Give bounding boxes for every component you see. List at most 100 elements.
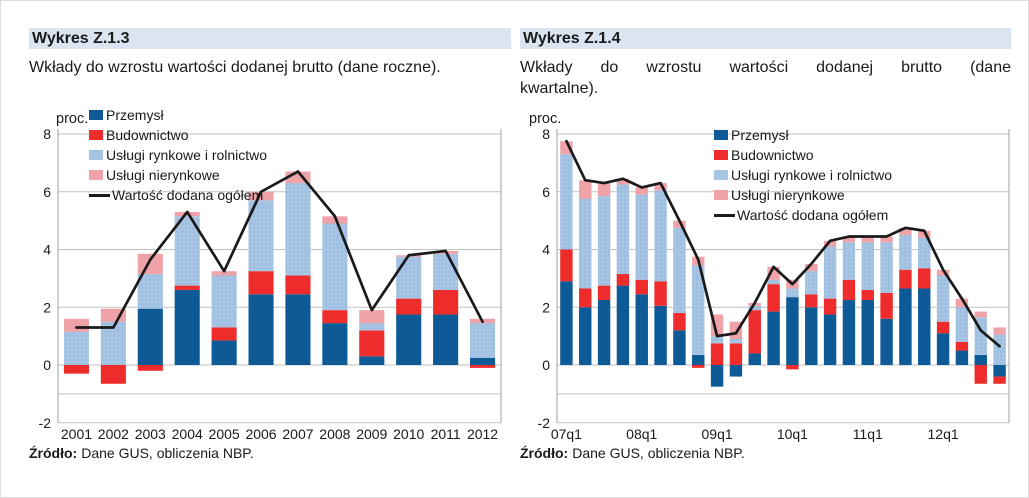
bar-segment — [137, 253, 163, 275]
svg-text:2006: 2006 — [245, 426, 276, 442]
legend-label: Przemysł — [106, 107, 164, 123]
legend-label: Usługi nierynkowe — [731, 187, 845, 203]
bar-segment — [616, 184, 630, 275]
svg-text:2004: 2004 — [172, 426, 203, 442]
bar-segment — [469, 323, 496, 358]
bar-segment — [955, 307, 969, 342]
legend-label: Przemysł — [731, 127, 789, 143]
bar-segment — [673, 313, 686, 331]
legend-swatch-icon — [89, 150, 103, 160]
bar-segment — [433, 314, 459, 365]
bar-segment — [100, 321, 126, 365]
svg-text:2011: 2011 — [431, 426, 461, 442]
bar-segment — [359, 310, 385, 324]
bar-segment — [899, 288, 912, 365]
bar-segment — [469, 357, 496, 365]
bar-segment — [805, 263, 818, 272]
bar-segment — [285, 275, 311, 295]
bar-segment — [211, 340, 237, 365]
legend-swatch-icon — [714, 130, 728, 140]
bar-segment — [880, 292, 893, 319]
x-axis-labels: 2001 2002 2003 2004 2005 2006 2007 2008 2009 2010… — [61, 426, 498, 442]
bar-segment — [616, 274, 630, 286]
bar-segment — [805, 294, 818, 308]
bar-segment — [692, 265, 705, 355]
bar-segment — [748, 310, 761, 354]
source-label: Źródło: — [520, 445, 569, 461]
bar-segment — [710, 336, 724, 344]
svg-text:4: 4 — [542, 242, 550, 258]
bar-segment — [359, 323, 385, 331]
bar-segment — [560, 249, 573, 282]
bar-segment — [974, 365, 987, 384]
bar-segment — [861, 242, 874, 290]
bar-segment — [654, 183, 667, 191]
bar-segment — [211, 271, 237, 276]
bar-segment — [211, 275, 237, 328]
legend-label: Budownictwo — [731, 147, 814, 163]
bar-segment — [616, 285, 630, 365]
legend-label: Usługi rynkowe i rolnictwo — [731, 167, 893, 183]
bar-segment — [322, 310, 348, 324]
bar-segment — [955, 350, 969, 365]
source-label: Źródło: — [29, 445, 78, 461]
chart-header: Wykres Z.1.4 — [520, 28, 1011, 49]
bar-segment — [899, 235, 912, 270]
bar-segment — [654, 190, 667, 282]
legend-item: Usługi nierynkowe — [89, 165, 267, 185]
bar-segment — [635, 279, 648, 295]
svg-text:4: 4 — [43, 242, 51, 258]
bar-segment — [137, 274, 163, 309]
y-axis-unit-label: proc. — [529, 111, 561, 127]
bar-segment — [936, 269, 950, 276]
svg-text:10q1: 10q1 — [777, 426, 808, 442]
svg-text:6: 6 — [542, 184, 550, 200]
bar-segment — [174, 285, 200, 290]
bar-segment — [597, 300, 611, 365]
chart-header: Wykres Z.1.3 — [29, 28, 511, 49]
svg-text:6: 6 — [43, 184, 51, 200]
bar-segment — [899, 269, 912, 289]
bar-segment — [729, 343, 743, 365]
svg-text:11q1: 11q1 — [853, 426, 883, 442]
bar-segment — [729, 339, 743, 344]
y-axis-unit-label: proc. — [56, 111, 88, 127]
legend-swatch-icon — [714, 190, 728, 200]
bar-segment — [748, 353, 761, 365]
bar-segment — [396, 256, 422, 299]
bar-segment — [63, 331, 90, 365]
bar-segment — [993, 334, 1006, 365]
y-axis-labels: 8 6 4 2 0 -2 — [538, 126, 551, 431]
bar-segment — [918, 237, 931, 269]
bar-segment — [673, 227, 686, 314]
legend-label: Wartość dodana ogółem — [737, 207, 889, 223]
bar-segment — [100, 365, 126, 384]
chart-legend: Przemysł Budownictwo Usługi rynkowe i roln… — [714, 125, 892, 225]
total-line — [75, 170, 484, 329]
svg-text:08q1: 08q1 — [626, 426, 657, 442]
bar-segment — [786, 288, 799, 298]
svg-text:2003: 2003 — [135, 426, 166, 442]
legend-item: Budownictwo — [89, 125, 267, 145]
bar-segment — [137, 308, 163, 365]
svg-text:2012: 2012 — [467, 426, 498, 442]
svg-text:2001: 2001 — [61, 426, 92, 442]
bar-segment — [579, 198, 592, 289]
bar-segment — [767, 284, 780, 312]
stacked-bars — [63, 171, 496, 384]
chart-subtitle-line2: kwartalne). — [520, 80, 599, 97]
legend-swatch-icon — [714, 170, 728, 180]
bar-segment — [597, 183, 611, 197]
bar-segment — [63, 318, 90, 332]
bar-segment — [710, 343, 724, 365]
svg-text:8: 8 — [542, 126, 550, 142]
bar-segment — [861, 289, 874, 301]
legend-item: Przemysł — [89, 105, 267, 125]
bar-segment — [692, 365, 705, 368]
bar-segment — [635, 194, 648, 280]
bar-segment — [654, 305, 667, 365]
legend-label: Budownictwo — [106, 127, 189, 143]
bar-segment — [63, 365, 90, 374]
svg-text:-2: -2 — [538, 415, 551, 431]
